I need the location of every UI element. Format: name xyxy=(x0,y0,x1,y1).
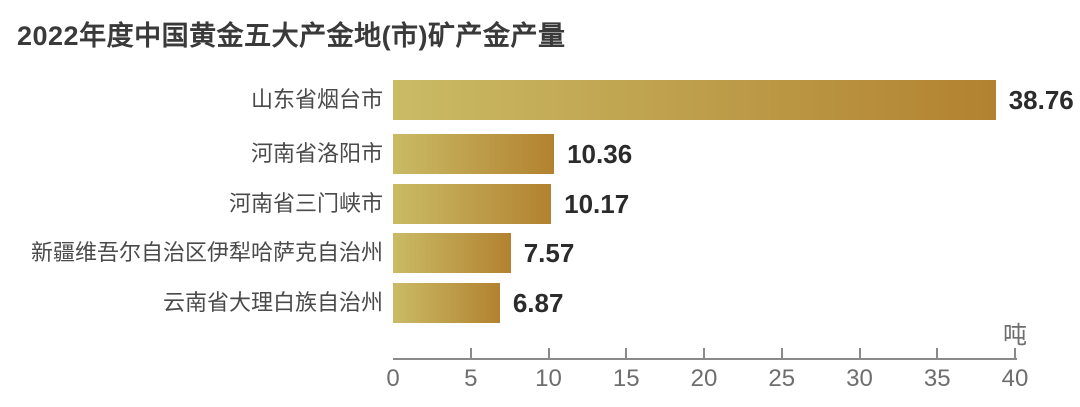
category-label: 新疆维吾尔自治区伊犁哈萨克自治州 xyxy=(30,240,383,265)
value-label: 38.76 xyxy=(1008,85,1074,115)
value-label: 10.17 xyxy=(564,189,630,219)
category-label: 河南省洛阳市 xyxy=(250,141,383,166)
category-label: 河南省三门峡市 xyxy=(228,191,383,216)
x-axis-tick xyxy=(780,348,783,358)
bar-track: 7.57 xyxy=(393,233,1080,273)
bar-row: 新疆维吾尔自治区伊犁哈萨克自治州 7.57 xyxy=(0,233,1080,273)
bar xyxy=(393,80,996,120)
x-axis-tick-label: 40 xyxy=(1001,365,1029,392)
x-axis-tick-label: 5 xyxy=(464,365,478,392)
x-axis-tick xyxy=(703,348,705,358)
value-label: 6.87 xyxy=(512,288,564,318)
bar-row: 河南省洛阳市 10.36 xyxy=(0,134,1080,174)
bar xyxy=(393,184,552,224)
x-axis-tick-label: 15 xyxy=(612,365,640,392)
x-axis-tick-label: 35 xyxy=(923,365,951,392)
x-axis-line xyxy=(393,358,1017,360)
bar-row: 河南省三门峡市 10.17 xyxy=(0,184,1080,224)
value-label: 7.57 xyxy=(523,238,575,268)
category-label: 山东省烟台市 xyxy=(250,87,383,112)
category-label: 云南省大理白族自治州 xyxy=(162,290,383,315)
x-axis-tick-label: 0 xyxy=(386,365,400,392)
x-axis-tick xyxy=(547,348,550,358)
bar-track: 6.87 xyxy=(393,283,1080,323)
value-label: 10.36 xyxy=(567,139,633,169)
bar-track: 38.76 xyxy=(393,80,1080,120)
x-axis-tick-label: 30 xyxy=(846,365,873,392)
x-axis-tick xyxy=(1014,348,1016,358)
x-axis-tick xyxy=(936,348,939,358)
chart-title: 2022年度中国黄金五大产金地(市)矿产金产量 xyxy=(17,21,566,51)
bar xyxy=(393,233,511,273)
bar xyxy=(393,283,500,323)
x-axis-tick xyxy=(858,348,861,358)
axis-unit-label: 吨 xyxy=(1003,322,1027,349)
bar xyxy=(393,134,555,174)
x-axis-tick xyxy=(469,348,472,358)
x-axis-tick-label: 20 xyxy=(690,365,718,392)
x-axis-tick-label: 25 xyxy=(768,365,796,392)
bar-row: 山东省烟台市 38.76 xyxy=(0,80,1080,120)
bar-row: 云南省大理白族自治州 6.87 xyxy=(0,283,1080,323)
bar-track: 10.17 xyxy=(393,184,1080,224)
x-axis-tick-label: 10 xyxy=(535,365,562,392)
bar-track: 10.36 xyxy=(393,134,1080,174)
x-axis-tick xyxy=(625,348,628,358)
